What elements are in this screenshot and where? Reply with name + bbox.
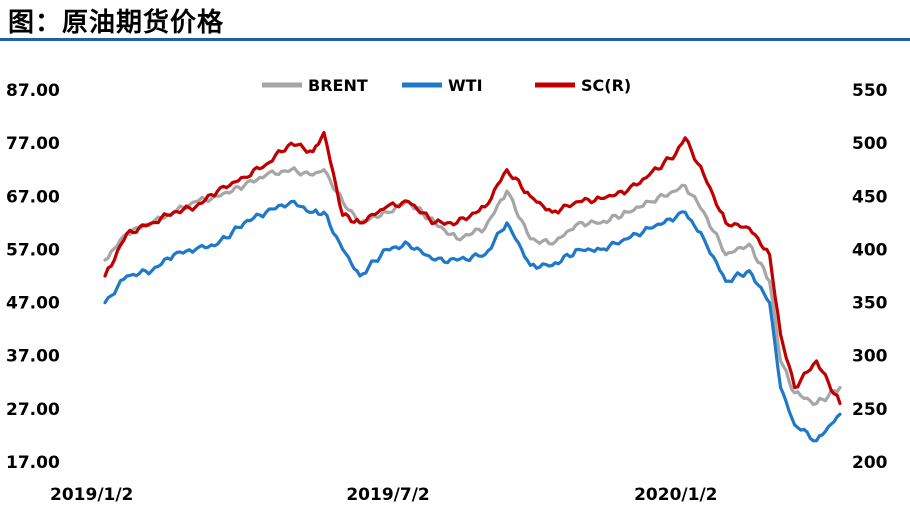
x-tick-label: 2020/1/2 bbox=[634, 485, 717, 505]
series-line-brent bbox=[103, 166, 842, 407]
left-tick-label: 87.00 bbox=[6, 81, 60, 101]
left-tick-label: 57.00 bbox=[6, 240, 60, 260]
left-tick-label: 67.00 bbox=[6, 187, 60, 207]
left-tick-label: 17.00 bbox=[6, 453, 60, 473]
right-tick-label: 400 bbox=[852, 240, 888, 260]
right-tick-label: 200 bbox=[852, 453, 888, 473]
right-tick-label: 350 bbox=[852, 294, 888, 314]
x-tick-label: 2019/7/2 bbox=[346, 485, 429, 505]
right-tick-label: 550 bbox=[852, 81, 888, 101]
series-lines bbox=[103, 130, 842, 443]
left-tick-label: 27.00 bbox=[6, 400, 60, 420]
legend-label: WTI bbox=[448, 76, 483, 95]
page-title: 图：原油期货价格 bbox=[8, 8, 225, 38]
left-tick-label: 37.00 bbox=[6, 347, 60, 367]
legend-label: SC(R) bbox=[581, 76, 631, 95]
left-axis-ticks: 87.00 77.00 67.00 57.00 47.00 37.00 27.00 17.00 bbox=[6, 81, 60, 473]
right-tick-label: 500 bbox=[852, 134, 888, 154]
x-axis-ticks: 2019/1/2 2019/7/2 2020/1/2 bbox=[50, 485, 717, 505]
left-tick-label: 77.00 bbox=[6, 134, 60, 154]
right-axis-ticks: 550 500 450 400 350 300 250 200 bbox=[852, 81, 888, 473]
legend: BRENT WTI SC(R) bbox=[262, 76, 631, 95]
title-divider bbox=[0, 38, 910, 41]
legend-label: BRENT bbox=[308, 76, 368, 95]
right-tick-label: 300 bbox=[852, 347, 888, 367]
series-line-wti bbox=[103, 199, 842, 443]
x-tick-label: 2019/1/2 bbox=[50, 485, 133, 505]
right-tick-label: 450 bbox=[852, 187, 888, 207]
right-tick-label: 250 bbox=[852, 400, 888, 420]
left-tick-label: 47.00 bbox=[6, 294, 60, 314]
series-line-scr bbox=[103, 130, 842, 406]
